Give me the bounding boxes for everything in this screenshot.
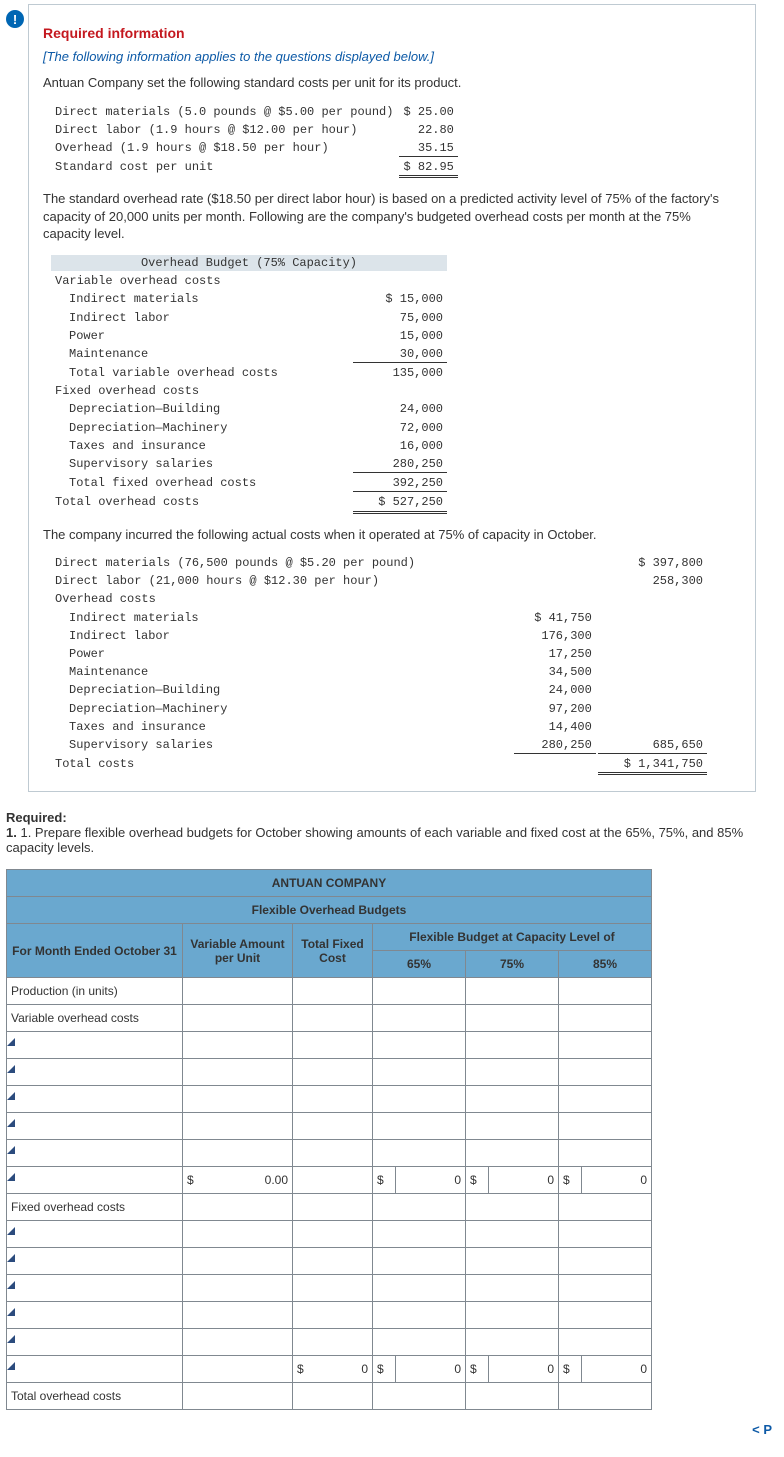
cell[interactable] [373, 978, 466, 1005]
ws-report-title: Flexible Overhead Budgets [7, 897, 652, 924]
actual-cost-table: Direct materials (76,500 pounds @ $5.20 … [49, 553, 709, 777]
empty-row[interactable] [7, 1140, 183, 1167]
question-block: Required: 1. 1. Prepare flexible overhea… [6, 810, 778, 855]
cell[interactable] [559, 978, 652, 1005]
row-fixed-title: Fixed overhead costs [7, 1194, 183, 1221]
ws-col-75: 75% [466, 951, 559, 978]
ws-rowheader: For Month Ended October 31 [7, 924, 183, 978]
intro-paragraph: Antuan Company set the following standar… [43, 74, 741, 92]
row-production: Production (in units) [7, 978, 183, 1005]
empty-row[interactable] [7, 1275, 183, 1302]
cell[interactable] [183, 1005, 293, 1032]
cell[interactable] [466, 1005, 559, 1032]
cell[interactable] [466, 978, 559, 1005]
empty-row[interactable] [7, 1113, 183, 1140]
overhead-budget-table: Overhead Budget (75% Capacity) Variable … [49, 253, 449, 516]
cell[interactable] [559, 1005, 652, 1032]
overhead-rate-paragraph: The standard overhead rate ($18.50 per d… [43, 190, 741, 243]
prev-nav[interactable]: < P [0, 1414, 784, 1457]
empty-row[interactable] [7, 1329, 183, 1356]
ws-col-fixed: Total Fixed Cost [293, 924, 373, 978]
row-variable-title: Variable overhead costs [7, 1005, 183, 1032]
required-info-title: Required information [43, 25, 741, 41]
row-total-overhead: Total overhead costs [7, 1383, 183, 1410]
actual-cost-paragraph: The company incurred the following actua… [43, 526, 741, 544]
required-info-box: Required information [The following info… [28, 4, 756, 792]
empty-row[interactable] [7, 1032, 183, 1059]
ws-col-flex: Flexible Budget at Capacity Level of [373, 924, 652, 951]
ws-company-title: ANTUAN COMPANY [7, 870, 652, 897]
fixed-subtotal: $0 [293, 1356, 373, 1383]
variable-subtotal-row[interactable] [7, 1167, 183, 1194]
empty-row[interactable] [7, 1248, 183, 1275]
var-subtotal-perunit: $0.00 [183, 1167, 293, 1194]
fixed-subtotal-row[interactable] [7, 1356, 183, 1383]
ws-col-85: 85% [559, 951, 652, 978]
question-text: 1. Prepare flexible overhead budgets for… [6, 825, 743, 855]
ws-col-65: 65% [373, 951, 466, 978]
standard-cost-table: Direct materials (5.0 pounds @ $5.00 per… [49, 102, 460, 181]
cell[interactable] [373, 1005, 466, 1032]
required-label: Required: [6, 810, 67, 825]
empty-row[interactable] [7, 1086, 183, 1113]
ws-col-variable: Variable Amount per Unit [183, 924, 293, 978]
info-icon: ! [6, 10, 24, 28]
cell[interactable] [183, 978, 293, 1005]
cell[interactable] [293, 978, 373, 1005]
empty-row[interactable] [7, 1302, 183, 1329]
empty-row[interactable] [7, 1221, 183, 1248]
cell[interactable] [293, 1005, 373, 1032]
required-info-subtitle: [The following information applies to th… [43, 49, 741, 64]
worksheet-table: ANTUAN COMPANY Flexible Overhead Budgets… [6, 869, 652, 1410]
empty-row[interactable] [7, 1059, 183, 1086]
